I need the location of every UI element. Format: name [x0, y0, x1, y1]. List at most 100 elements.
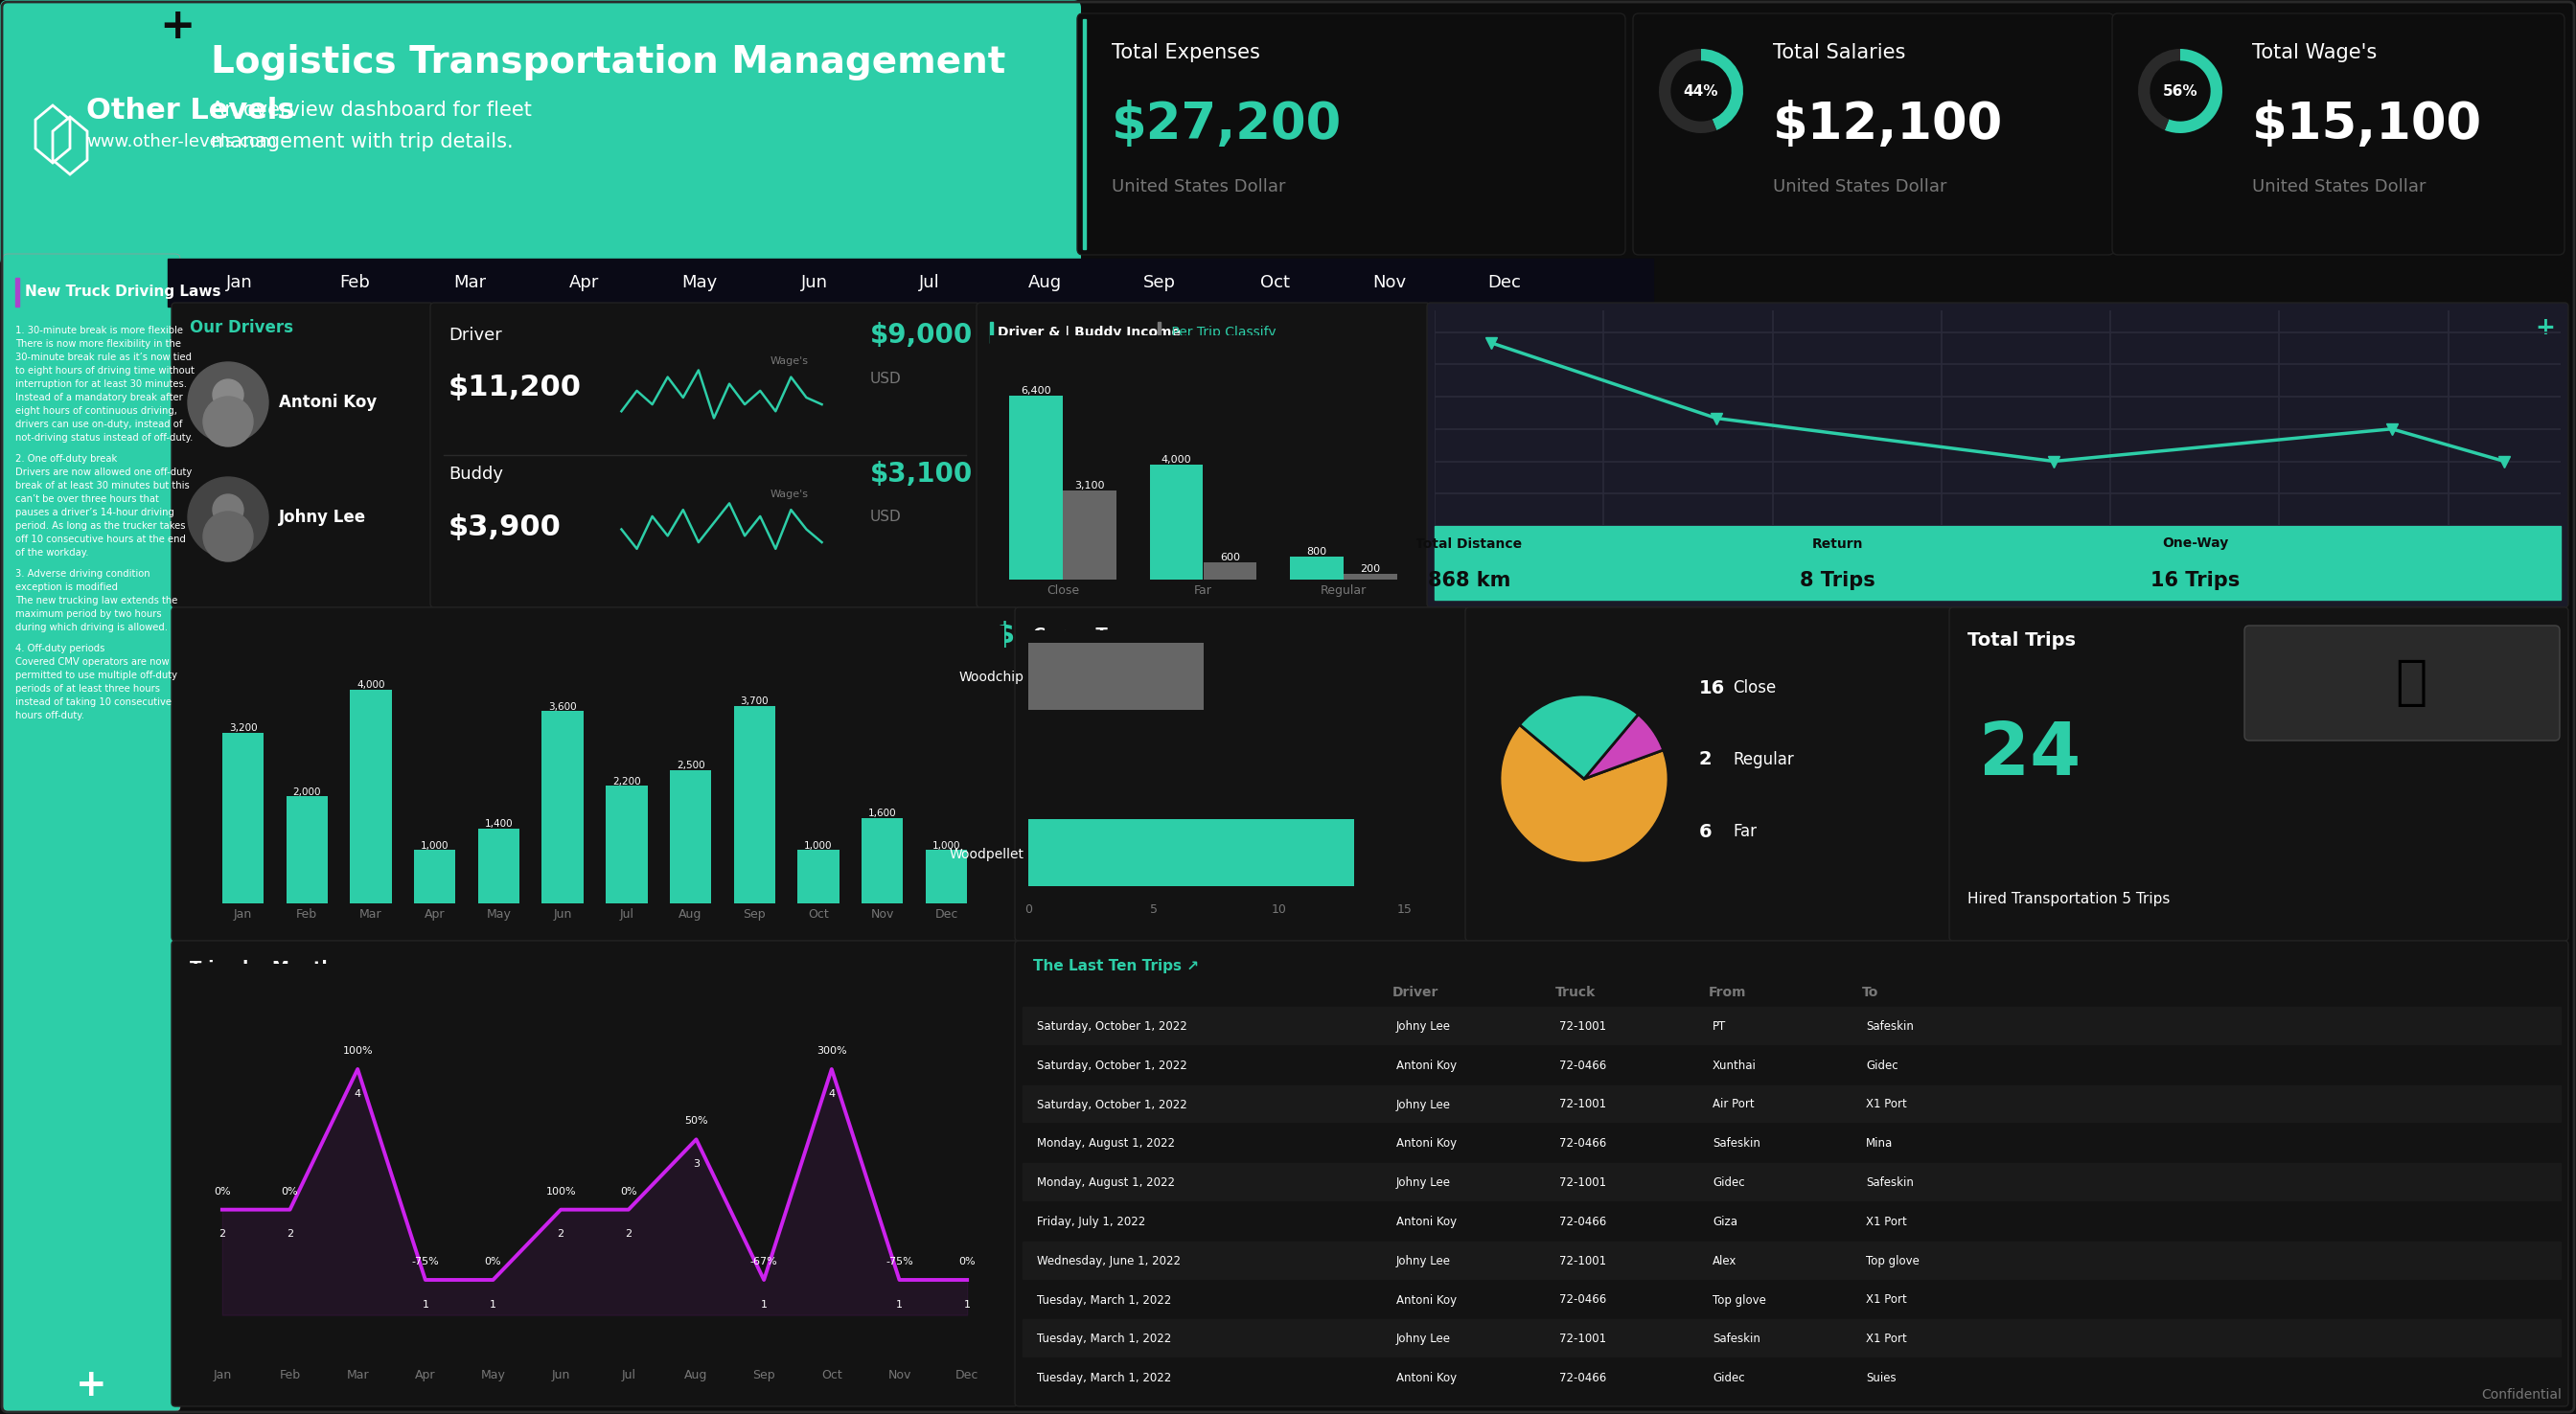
- Text: www.other-levels.com: www.other-levels.com: [85, 133, 276, 150]
- Text: Saturday, October 1, 2022: Saturday, October 1, 2022: [1038, 1019, 1188, 1032]
- Text: Tuesday, March 1, 2022: Tuesday, March 1, 2022: [1038, 1333, 1172, 1345]
- Text: Johny Lee: Johny Lee: [1396, 1019, 1450, 1032]
- Text: Gidec: Gidec: [1713, 1372, 1744, 1384]
- Text: Wage's: Wage's: [770, 489, 809, 499]
- Text: can’t be over three hours that: can’t be over three hours that: [15, 495, 160, 503]
- Text: Antoni Koy: Antoni Koy: [1396, 1372, 1458, 1384]
- Text: 56%: 56%: [2164, 83, 2197, 98]
- Text: Confidential: Confidential: [2481, 1389, 2561, 1401]
- Text: during which driving is allowed.: during which driving is allowed.: [15, 622, 167, 632]
- Text: Driver & | Buddy Income: Driver & | Buddy Income: [997, 325, 1180, 339]
- Text: 72-0466: 72-0466: [1558, 1294, 1607, 1307]
- Text: May: May: [683, 274, 719, 291]
- Text: 2. One off-duty break: 2. One off-duty break: [15, 454, 116, 464]
- Text: off 10 consecutive hours at the end: off 10 consecutive hours at the end: [15, 534, 185, 544]
- Text: maximum period by two hours: maximum period by two hours: [15, 609, 162, 619]
- Text: Suies: Suies: [1865, 1372, 1896, 1384]
- Text: 1: 1: [760, 1299, 768, 1309]
- Text: 30-minute break rule as it’s now tied: 30-minute break rule as it’s now tied: [15, 352, 191, 362]
- Text: Drivers are now allowed one off-duty: Drivers are now allowed one off-duty: [15, 468, 191, 477]
- Text: $12,100: $12,100: [1772, 99, 2004, 150]
- Text: 3,200: 3,200: [229, 723, 258, 732]
- Text: 2,200: 2,200: [613, 776, 641, 786]
- Text: 16 Trips: 16 Trips: [2151, 570, 2241, 590]
- Text: 1: 1: [963, 1299, 971, 1309]
- FancyBboxPatch shape: [430, 303, 979, 608]
- Text: Aug: Aug: [1028, 274, 1061, 291]
- Text: 1. 30-minute break is more flexible: 1. 30-minute break is more flexible: [15, 325, 183, 335]
- Text: There is now more flexibility in the: There is now more flexibility in the: [15, 339, 180, 349]
- Text: 6: 6: [1700, 823, 1713, 841]
- Text: X1 Port: X1 Port: [1865, 1216, 1906, 1227]
- FancyBboxPatch shape: [2244, 625, 2561, 741]
- Text: Wage's: Wage's: [770, 356, 809, 366]
- Text: 3: 3: [693, 1159, 701, 1168]
- Text: 1: 1: [489, 1299, 497, 1309]
- Text: 0%: 0%: [281, 1186, 299, 1196]
- Text: X1 Port: X1 Port: [1865, 1333, 1906, 1345]
- Bar: [1203, 563, 1257, 580]
- Text: Antoni Koy: Antoni Koy: [1396, 1137, 1458, 1150]
- Text: United States Dollar: United States Dollar: [1772, 178, 1947, 195]
- Text: 3,700: 3,700: [739, 697, 768, 706]
- Text: Sep: Sep: [1144, 274, 1175, 291]
- FancyBboxPatch shape: [2112, 13, 2566, 255]
- Text: 4: 4: [355, 1089, 361, 1099]
- Bar: [1023, 1319, 2561, 1356]
- Text: permitted to use multiple off-duty: permitted to use multiple off-duty: [15, 670, 178, 680]
- Text: 2: 2: [219, 1229, 227, 1239]
- Text: to eight hours of driving time without: to eight hours of driving time without: [15, 366, 193, 376]
- Text: Saturday, October 1, 2022: Saturday, October 1, 2022: [1038, 1059, 1188, 1072]
- Text: 72-1001: 72-1001: [1558, 1019, 1607, 1032]
- Text: 🚛: 🚛: [2396, 658, 2427, 708]
- Bar: [286, 796, 327, 904]
- Text: Total Distance: Total Distance: [1417, 537, 1522, 550]
- Text: Expenses by Month: Expenses by Month: [191, 626, 379, 643]
- FancyBboxPatch shape: [173, 608, 1018, 940]
- Text: Wednesday, June 1, 2022: Wednesday, June 1, 2022: [1038, 1254, 1180, 1267]
- Text: Tuesday, March 1, 2022: Tuesday, March 1, 2022: [1038, 1372, 1172, 1384]
- FancyBboxPatch shape: [1015, 940, 2568, 1407]
- Text: Alex: Alex: [1713, 1254, 1736, 1267]
- Bar: [479, 829, 520, 904]
- Text: 44%: 44%: [1685, 83, 1718, 98]
- Text: Gidec: Gidec: [1865, 1059, 1899, 1072]
- Bar: [1157, 322, 1162, 344]
- Text: 1,000: 1,000: [420, 841, 448, 850]
- Text: $: $: [994, 621, 1015, 649]
- Text: The new trucking law extends the: The new trucking law extends the: [15, 595, 178, 605]
- Text: 2: 2: [1700, 751, 1713, 769]
- Text: Return: Return: [1811, 537, 1862, 550]
- Text: hours off-duty.: hours off-duty.: [15, 711, 85, 720]
- Text: Safeskin: Safeskin: [1865, 1019, 1914, 1032]
- Wedge shape: [1700, 49, 1744, 130]
- Text: Far: Far: [1734, 823, 1757, 840]
- Text: 8 Trips: 8 Trips: [1801, 570, 1875, 590]
- Text: Johny Lee: Johny Lee: [1396, 1176, 1450, 1189]
- Text: Gidec: Gidec: [1713, 1176, 1744, 1189]
- Text: Mina: Mina: [1865, 1137, 1893, 1150]
- Text: not-driving status instead of off-duty.: not-driving status instead of off-duty.: [15, 433, 193, 443]
- Text: Jul: Jul: [920, 274, 940, 291]
- Bar: [1023, 1085, 2561, 1123]
- Text: 1,000: 1,000: [804, 841, 832, 850]
- Bar: [605, 786, 647, 904]
- Text: 6,400: 6,400: [1020, 386, 1051, 396]
- Text: interruption for at least 30 minutes.: interruption for at least 30 minutes.: [15, 379, 188, 389]
- Bar: [541, 711, 582, 904]
- Text: Trips by Month: Trips by Month: [191, 960, 335, 977]
- Text: 100%: 100%: [546, 1186, 577, 1196]
- Circle shape: [214, 495, 242, 525]
- Text: -67%: -67%: [750, 1257, 778, 1267]
- Text: Giza: Giza: [1713, 1216, 1736, 1227]
- Text: 16: 16: [1700, 679, 1726, 697]
- Text: Top glove: Top glove: [1713, 1294, 1767, 1307]
- Wedge shape: [1499, 724, 1669, 863]
- Bar: [860, 817, 904, 904]
- Circle shape: [214, 379, 242, 410]
- Text: 1: 1: [896, 1299, 902, 1309]
- Text: 50%: 50%: [685, 1116, 708, 1126]
- Text: Jan: Jan: [227, 274, 252, 291]
- Text: Johny Lee: Johny Lee: [1396, 1254, 1450, 1267]
- Wedge shape: [2164, 49, 2223, 133]
